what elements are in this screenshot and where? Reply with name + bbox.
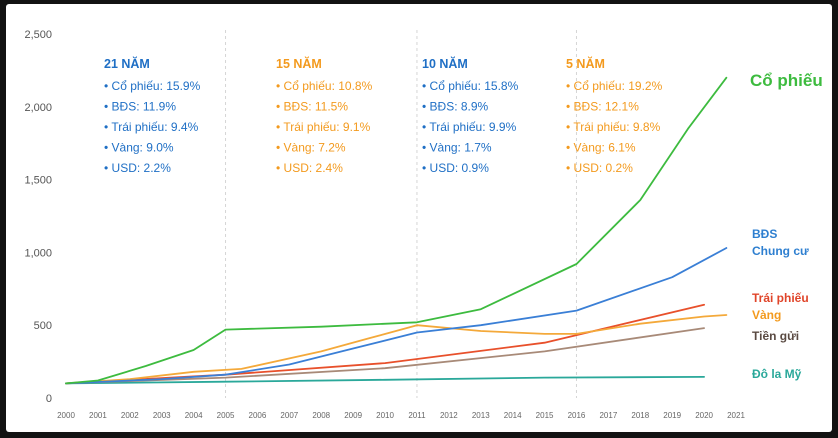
period-item: • Trái phiếu: 9.1%: [276, 120, 371, 134]
boundary-layer: [225, 30, 577, 398]
y-tick-label: 500: [34, 320, 52, 332]
chart: 0 500 1,000 1,500 2,000 2,500 2000 2001 2002 2003…: [24, 29, 823, 420]
x-tick-label: 2020: [695, 411, 713, 420]
x-tick-label: 2004: [185, 411, 203, 420]
period-item: • Vàng: 7.2%: [276, 141, 346, 155]
series-line: [65, 303, 705, 385]
x-tick-label: 2010: [376, 411, 394, 420]
series-layer: [65, 76, 728, 385]
chart-panel: 0 500 1,000 1,500 2,000 2,500 2000 2001 2002 2003…: [6, 4, 832, 432]
x-tick-label: 2019: [663, 411, 681, 420]
y-tick-label: 2,500: [24, 29, 52, 41]
x-tick-label: 2016: [568, 411, 586, 420]
x-tick-label: 2005: [217, 411, 235, 420]
period-item: • Vàng: 6.1%: [566, 141, 636, 155]
x-tick-label: 2021: [727, 411, 745, 420]
period-item: • Vàng: 1.7%: [422, 141, 492, 155]
period-item: • BĐS: 8.9%: [422, 100, 489, 114]
period-item: • Vàng: 9.0%: [104, 141, 174, 155]
label-trai-phieu: Trái phiếu: [752, 291, 809, 305]
label-bds: BĐS: [752, 227, 777, 241]
period-title: 5 NĂM: [566, 56, 605, 71]
x-tick-label: 2003: [153, 411, 171, 420]
series-line: [65, 314, 728, 385]
period-item: • USD: 2.2%: [104, 161, 171, 175]
y-tick-label: 2,000: [24, 102, 52, 114]
x-tick-label: 2009: [344, 411, 362, 420]
period-item: • Trái phiếu: 9.9%: [422, 120, 517, 134]
period-item: • BĐS: 11.9%: [104, 100, 176, 114]
period-item: • Trái phiếu: 9.8%: [566, 120, 661, 134]
label-chung-cu: Chung cư: [752, 244, 809, 258]
series-line: [65, 76, 728, 385]
x-tick-label: 2013: [472, 411, 490, 420]
series-line: [65, 327, 705, 385]
x-tick-label: 2007: [280, 411, 298, 420]
period-item: • USD: 0.2%: [566, 161, 633, 175]
x-tick-label: 2015: [536, 411, 554, 420]
y-tick-label: 1,500: [24, 175, 52, 187]
x-tick-label: 2008: [312, 411, 330, 420]
x-tick-label: 2017: [599, 411, 617, 420]
x-tick-label: 2001: [89, 411, 107, 420]
period-item: • BĐS: 11.5%: [276, 100, 348, 114]
period-title: 21 NĂM: [104, 56, 150, 71]
period-item: • Cổ phiếu: 15.8%: [422, 79, 519, 93]
axis-layer: 0 500 1,000 1,500 2,000 2,500 2000 2001 2002 2003…: [24, 29, 745, 420]
x-tick-label: 2014: [504, 411, 522, 420]
label-co-phieu: Cổ phiếu: [750, 71, 823, 90]
period-title: 10 NĂM: [422, 56, 468, 71]
series-line: [65, 375, 705, 385]
period-annotations: 21 NĂM • Cổ phiếu: 15.9% • BĐS: 11.9% • Trá…: [104, 56, 663, 175]
series-labels: Cổ phiếu BĐS Chung cư Trái phiếu Vàng Ti…: [750, 71, 823, 381]
period-item: • BĐS: 12.1%: [566, 100, 639, 114]
x-tick-label: 2006: [249, 411, 267, 420]
y-tick-label: 0: [46, 393, 52, 405]
period-item: • USD: 0.9%: [422, 161, 489, 175]
period-item: • Cổ phiếu: 15.9%: [104, 79, 201, 93]
x-tick-label: 2018: [631, 411, 649, 420]
label-vang: Vàng: [752, 308, 781, 322]
y-tick-label: 1,000: [24, 247, 52, 259]
period-title: 15 NĂM: [276, 56, 322, 71]
period-item: • Cổ phiếu: 19.2%: [566, 79, 663, 93]
period-item: • Trái phiếu: 9.4%: [104, 120, 199, 134]
period-item: • USD: 2.4%: [276, 161, 343, 175]
x-tick-label: 2000: [57, 411, 75, 420]
series-line: [65, 247, 728, 385]
x-tick-label: 2011: [408, 411, 426, 420]
label-tien-gui: Tiền gửi: [752, 329, 799, 343]
period-item: • Cổ phiếu: 10.8%: [276, 79, 373, 93]
x-tick-label: 2002: [121, 411, 139, 420]
x-tick-label: 2012: [440, 411, 458, 420]
label-do-la-my: Đô la Mỹ: [752, 367, 802, 381]
